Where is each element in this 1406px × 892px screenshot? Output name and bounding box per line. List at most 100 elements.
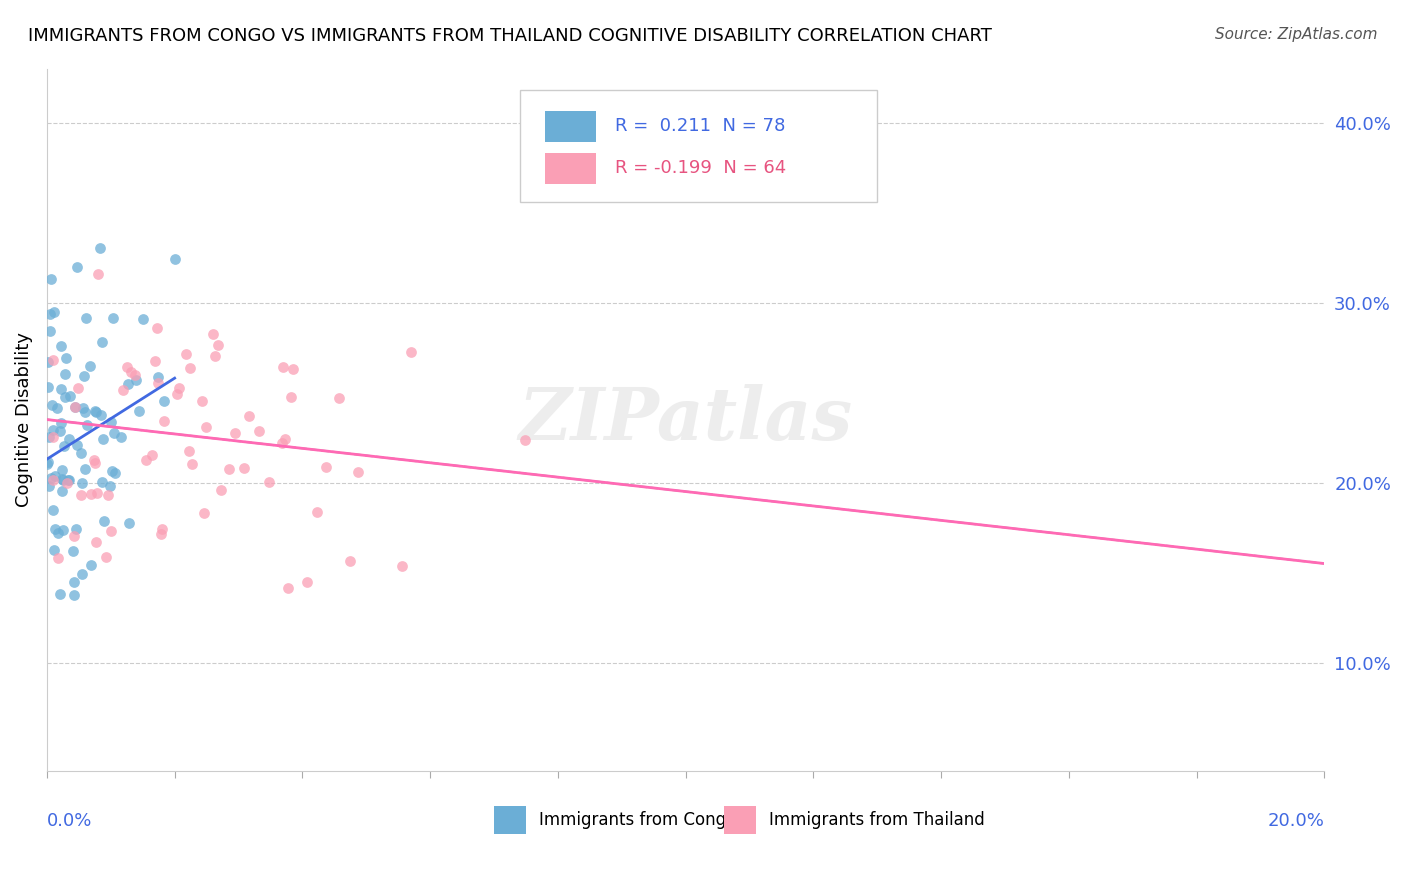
Point [218,462,240,476]
Point [153,393,176,408]
Point [193,507,215,521]
Point [224,425,246,440]
Point [110,430,132,444]
Point [79,359,101,373]
Point [103,466,125,480]
Point [76,418,98,433]
Point [201,327,224,342]
Point [39,307,62,321]
Point [281,361,304,376]
Bar [546,111,596,142]
Point [280,390,302,404]
Point [177,444,200,458]
Point [63,529,86,543]
Point [238,409,260,424]
Text: 20.0%: 20.0% [1268,813,1324,830]
Point [84,404,107,418]
Text: 0.0%: 0.0% [46,813,93,830]
Point [83,456,105,470]
Point [181,457,204,471]
Point [101,464,124,478]
Point [124,368,146,383]
Point [42,502,65,516]
Point [75,405,97,419]
Point [70,567,93,582]
Point [63,588,86,602]
Point [101,310,124,325]
Point [52,439,75,453]
Text: IMMIGRANTS FROM CONGO VS IMMIGRANTS FROM THAILAND COGNITIVE DISABILITY CORRELATI: IMMIGRANTS FROM CONGO VS IMMIGRANTS FROM… [28,27,993,45]
Point [83,452,105,467]
FancyBboxPatch shape [520,89,877,202]
Point [42,304,65,318]
Point [58,473,80,487]
Point [55,351,77,365]
Point [315,460,337,475]
Point [98,479,121,493]
Point [39,272,62,286]
Point [277,581,299,595]
Point [150,522,173,536]
Point [118,516,141,531]
Point [45,401,67,416]
Point [131,311,153,326]
Point [174,347,197,361]
Point [328,392,350,406]
Y-axis label: Cognitive Disability: Cognitive Disability [15,332,32,507]
Point [79,487,101,501]
Point [271,360,294,375]
Text: Source: ZipAtlas.com: Source: ZipAtlas.com [1215,27,1378,42]
Point [73,369,96,384]
Text: Immigrants from Congo: Immigrants from Congo [538,811,735,829]
Point [163,252,186,266]
Point [307,505,329,519]
Point [84,535,107,549]
Point [37,455,59,469]
Point [207,338,229,352]
Point [179,361,201,376]
Point [44,522,66,536]
Point [166,387,188,401]
Point [128,404,150,418]
Point [195,420,218,434]
Point [84,405,107,419]
Point [59,389,82,403]
Point [46,550,69,565]
Point [37,380,59,394]
Bar [546,153,596,185]
Point [38,479,60,493]
Point [100,524,122,538]
Point [152,415,174,429]
Point [67,381,90,395]
Point [51,483,73,498]
Point [274,433,297,447]
Point [146,376,169,391]
Point [135,453,157,467]
Point [49,424,72,438]
Point [167,381,190,395]
Point [97,488,120,502]
Point [49,383,72,397]
Point [117,376,139,391]
Point [49,587,72,601]
Point [86,485,108,500]
Point [73,462,96,476]
Point [63,575,86,590]
Point [62,544,84,558]
Point [115,359,138,374]
Point [44,469,66,483]
Point [55,367,77,381]
Point [247,425,270,439]
Point [270,436,292,450]
Point [90,408,112,422]
Point [295,575,318,590]
Point [52,473,75,487]
Point [58,473,80,487]
Point [58,432,80,446]
Point [39,471,62,485]
Bar [724,805,756,834]
Point [53,390,76,404]
Point [513,434,536,448]
Point [257,475,280,489]
Point [41,398,63,412]
